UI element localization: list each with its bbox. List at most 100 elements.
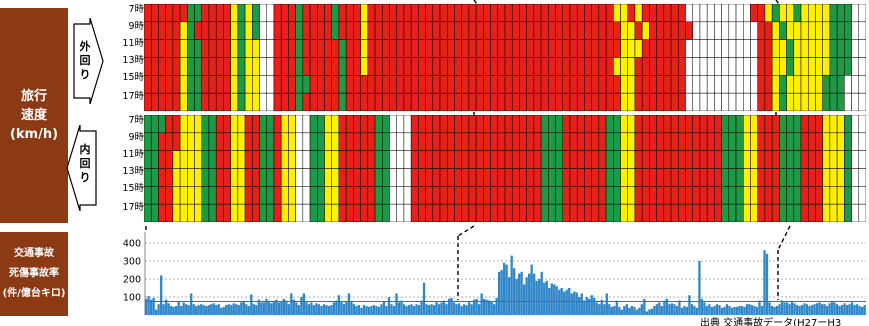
accident-rate-bar [523, 284, 526, 315]
accident-rate-bar [688, 295, 691, 315]
accident-rate-bar [748, 304, 751, 315]
accident-rate-bar [715, 304, 719, 315]
accident-rate-bar [545, 280, 548, 315]
accident-rate-bar [800, 305, 804, 315]
accident-rate-bar [678, 300, 681, 315]
accident-rate-bar [150, 299, 153, 315]
outer-hour-label-13: 13時 [122, 55, 144, 66]
accident-rate-bar [247, 306, 250, 315]
accident-rate-bar [665, 298, 669, 315]
accident-rate-bar [643, 298, 646, 315]
accident-rate-bar [320, 306, 323, 315]
accident-rate-bar [440, 302, 443, 315]
connector-line-bottom-middle-upper [457, 225, 475, 237]
accident-rate-bar [265, 298, 268, 315]
accident-rate-bar [760, 306, 764, 315]
accident-rate-bar [397, 302, 401, 315]
accident-rate-bar [287, 304, 290, 315]
accident-rate-bar [828, 303, 831, 315]
inner-hour-labels: 7時 9時 11時 13時 15時 17時 [104, 115, 144, 225]
accident-rate-bar [462, 304, 466, 315]
accident-rate-bar [525, 277, 528, 315]
accident-rate-bar [435, 301, 438, 315]
accident-rate-bar [282, 298, 285, 315]
accident-rate-bar [395, 293, 398, 315]
accident-rate-bar [500, 270, 503, 315]
accident-rate-bar [745, 304, 749, 315]
accident-rate-bar [768, 302, 771, 315]
accident-rate-bar [658, 302, 661, 315]
accident-rate-bar [565, 289, 568, 315]
accident-rate-bar [743, 306, 746, 315]
accident-rate-bar [753, 306, 756, 315]
accident-rate-bar [518, 273, 521, 315]
accident-rate-bar [778, 304, 781, 315]
accident-rate-bar [432, 305, 436, 315]
accident-rate-bar [302, 293, 306, 315]
accident-rate-bar [848, 304, 851, 315]
accident-rate-bar [165, 299, 168, 315]
accident-rate-bar [680, 307, 684, 315]
y-tick-label-400: 400 [123, 239, 141, 250]
accident-rate-bar [370, 306, 373, 315]
accident-rate-bar [823, 304, 826, 315]
accident-rate-bar [225, 305, 228, 315]
accident-rate-bar [430, 304, 433, 315]
accident-rate-bar [555, 286, 558, 315]
accident-rate-bar [703, 302, 706, 315]
accident-rate-bar [845, 305, 849, 315]
accident-rate-bar [740, 306, 744, 315]
accident-rate-bar [452, 302, 456, 315]
accident-rate-bar [445, 304, 448, 315]
accident-rate-bar [377, 306, 381, 315]
accident-rate-bar [815, 303, 819, 315]
accident-rate-bar [538, 279, 541, 315]
accident-rate-bar [255, 305, 258, 315]
accident-rate-bar [487, 300, 491, 315]
accident-rate-bar [755, 306, 759, 315]
accident-rate-bar [765, 253, 769, 315]
accident-rate-bar [543, 282, 546, 315]
accident-rate-bar [315, 303, 318, 315]
accident-rate-bar [485, 299, 488, 315]
inner-hour-label-11: 11時 [122, 149, 144, 160]
accident-rate-bar [232, 303, 235, 315]
inner-hour-label-7: 7時 [128, 115, 144, 126]
outer-loop-arrow-icon [73, 18, 104, 104]
accident-rate-bar [718, 305, 721, 315]
accident-rate-bar [172, 306, 175, 315]
source-note: 出典 交通事故データ(H27ーH3 [700, 318, 842, 326]
connector-line-bottom-right-upper [777, 225, 791, 251]
accident-rate-bar [322, 304, 326, 315]
accident-rate-bar [292, 299, 295, 315]
accident-rate-bar [410, 304, 413, 315]
accident-rate-label-line-3: (件/億台キロ) [2, 288, 66, 299]
accident-rate-bar [467, 301, 471, 315]
travel-speed-label-line-1: 旅行 [20, 89, 47, 104]
accident-rate-bar [272, 301, 275, 315]
accident-rate-bar [400, 300, 403, 315]
accident-rate-bar [813, 304, 816, 315]
accident-rate-bar [675, 306, 679, 315]
accident-rate-bar [405, 306, 408, 315]
accident-rate-bar [685, 306, 689, 315]
accident-rate-bar [810, 305, 814, 315]
accident-rate-bar [585, 297, 588, 315]
accident-rate-bar [167, 303, 170, 315]
accident-rate-bar [653, 306, 656, 315]
accident-rate-bar [708, 304, 711, 315]
accident-rate-bar [237, 305, 240, 315]
outer-hour-label-7: 7時 [128, 4, 144, 15]
accident-rate-bar [710, 306, 714, 315]
accident-rate-bar [633, 306, 636, 315]
accident-rate-bar [623, 306, 626, 315]
accident-rate-bar [618, 306, 621, 315]
accident-rate-bar [650, 308, 653, 315]
accident-rate-bar [635, 309, 638, 315]
accident-rate-bar [262, 302, 265, 315]
accident-rate-bar [230, 305, 233, 315]
outer-loop-label: 外回り [79, 40, 91, 81]
travel-speed-label: 旅行 速度 (km/h) [0, 8, 68, 223]
accident-rate-bar [615, 300, 618, 315]
